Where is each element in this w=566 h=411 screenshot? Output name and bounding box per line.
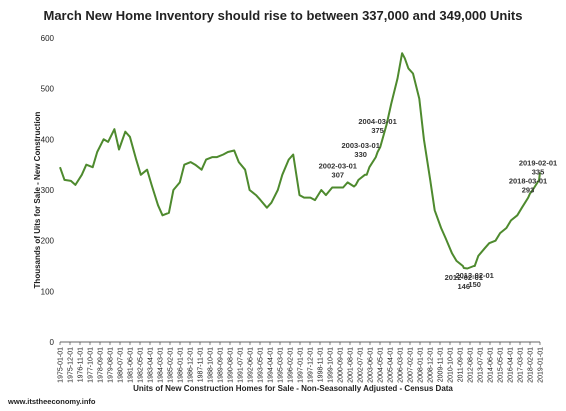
x-tick-label: 1990-08-01 bbox=[228, 347, 235, 383]
x-tick-label: 2011-09-01 bbox=[458, 347, 465, 382]
y-ticks: 0 100 200 300 400 500 600 bbox=[41, 34, 55, 347]
x-tick-label: 2009-11-01 bbox=[438, 347, 445, 382]
x-tick-label: 1975-01-01 bbox=[58, 347, 65, 383]
x-tick-label: 1984-03-01 bbox=[158, 347, 165, 383]
x-tick-label: 1979-08-01 bbox=[108, 347, 115, 383]
annotation-value: 330 bbox=[354, 150, 367, 159]
annotation-value: 150 bbox=[468, 280, 481, 289]
x-tick-label: 1987-11-01 bbox=[198, 347, 205, 382]
x-tick-label: 2000-09-01 bbox=[338, 347, 345, 383]
y-axis-label: Thousands of Uits for Sale - New Constru… bbox=[33, 111, 42, 288]
y-tick-label: 600 bbox=[41, 34, 55, 43]
y-tick-label: 300 bbox=[41, 186, 55, 195]
y-tick-label: 500 bbox=[41, 85, 55, 94]
y-tick-label: 100 bbox=[41, 287, 55, 296]
x-tick-label: 1991-07-01 bbox=[238, 347, 245, 383]
x-tick-label: 2005-04-01 bbox=[388, 347, 395, 383]
x-tick-label: 2012-08-01 bbox=[468, 347, 475, 383]
x-tick-label: 1995-03-01 bbox=[278, 347, 285, 383]
annotation-value: 307 bbox=[332, 170, 345, 179]
x-tick-label: 1989-09-01 bbox=[218, 347, 225, 383]
x-tick-label: 1980-07-01 bbox=[118, 347, 125, 383]
x-tick-label: 2013-07-01 bbox=[478, 347, 485, 383]
y-tick-label: 200 bbox=[41, 237, 55, 246]
x-tick-label: 1986-01-01 bbox=[178, 347, 185, 383]
x-tick-label: 2008-01-01 bbox=[418, 347, 425, 383]
x-tick-label: 1986-12-01 bbox=[188, 347, 195, 383]
x-tick-label: 1997-12-01 bbox=[308, 347, 315, 383]
x-tick-label: 2019-01-01 bbox=[538, 347, 545, 383]
x-tick-label: 2017-03-01 bbox=[518, 347, 525, 383]
annotation-date: 2004-03-01 bbox=[358, 117, 396, 126]
annotation-date: 2019-02-01 bbox=[519, 158, 557, 167]
x-tick-label: 1982-05-01 bbox=[138, 347, 145, 383]
x-tick-label: 2010-10-01 bbox=[448, 347, 455, 383]
annotation-value: 146 bbox=[458, 282, 471, 291]
source-credit: www.itstheeconomy.info bbox=[7, 397, 96, 406]
x-tick-label: 2001-08-01 bbox=[348, 347, 355, 383]
x-tick-label: 1999-10-01 bbox=[328, 347, 335, 383]
x-tick-label: 1997-01-01 bbox=[298, 347, 305, 383]
x-tick-label: 1981-06-01 bbox=[128, 347, 135, 383]
annotations: 2004-03-013752003-03-013302002-03-013072… bbox=[319, 117, 558, 291]
annotation-date: 2013-02-01 bbox=[455, 271, 493, 280]
x-tick-label: 1976-11-01 bbox=[78, 347, 85, 382]
x-tick-label: 2008-12-01 bbox=[428, 347, 435, 383]
x-tick-label: 2002-07-01 bbox=[358, 347, 365, 383]
x-tick-label: 1998-11-01 bbox=[318, 347, 325, 382]
chart-title: March New Home Inventory should rise to … bbox=[44, 8, 523, 23]
annotation-date: 2012-02-01 bbox=[445, 273, 483, 282]
x-tick-label: 2014-06-01 bbox=[488, 347, 495, 383]
x-tick-label: 1975-12-01 bbox=[68, 347, 75, 383]
x-tick-label: 1988-10-01 bbox=[208, 347, 215, 383]
x-tick-label: 2003-06-01 bbox=[368, 347, 375, 383]
annotation-date: 2018-03-01 bbox=[509, 177, 547, 186]
annotation-date: 2002-03-01 bbox=[319, 161, 357, 170]
y-tick-label: 0 bbox=[50, 338, 55, 347]
annotation-value: 335 bbox=[532, 167, 545, 176]
x-tick-label: 2018-02-01 bbox=[528, 347, 535, 383]
x-tick-label: 1992-06-01 bbox=[248, 347, 255, 383]
plot-area: 0 100 200 300 400 500 600 1975-01-01 1975-12-01… bbox=[41, 34, 558, 383]
annotation-date: 2003-03-01 bbox=[342, 141, 380, 150]
x-tick-label: 1977-10-01 bbox=[88, 347, 95, 383]
x-tick-label: 2007-02-01 bbox=[408, 347, 415, 383]
annotation-value: 293 bbox=[522, 186, 535, 195]
x-tick-label: 2004-05-01 bbox=[378, 347, 385, 383]
x-tick-label: 1978-09-01 bbox=[98, 347, 105, 383]
x-tick-label: 1993-05-01 bbox=[258, 347, 265, 383]
x-tick-label: 1994-04-01 bbox=[268, 347, 275, 383]
y-tick-label: 400 bbox=[41, 135, 55, 144]
x-axis-label: Units of New Construction Homes for Sale… bbox=[133, 384, 453, 393]
x-tick-label: 1996-02-01 bbox=[288, 347, 295, 383]
x-ticks: 1975-01-01 1975-12-01 1976-11-01 1977-10-01… bbox=[58, 342, 545, 383]
x-tick-label: 2006-03-01 bbox=[398, 347, 405, 383]
x-tick-label: 1985-02-01 bbox=[168, 347, 175, 383]
annotation-value: 375 bbox=[371, 126, 384, 135]
x-tick-label: 2015-05-01 bbox=[498, 347, 505, 383]
x-tick-label: 2016-04-01 bbox=[508, 347, 515, 383]
x-tick-label: 1983-04-01 bbox=[148, 347, 155, 383]
series-line bbox=[59, 52, 541, 270]
